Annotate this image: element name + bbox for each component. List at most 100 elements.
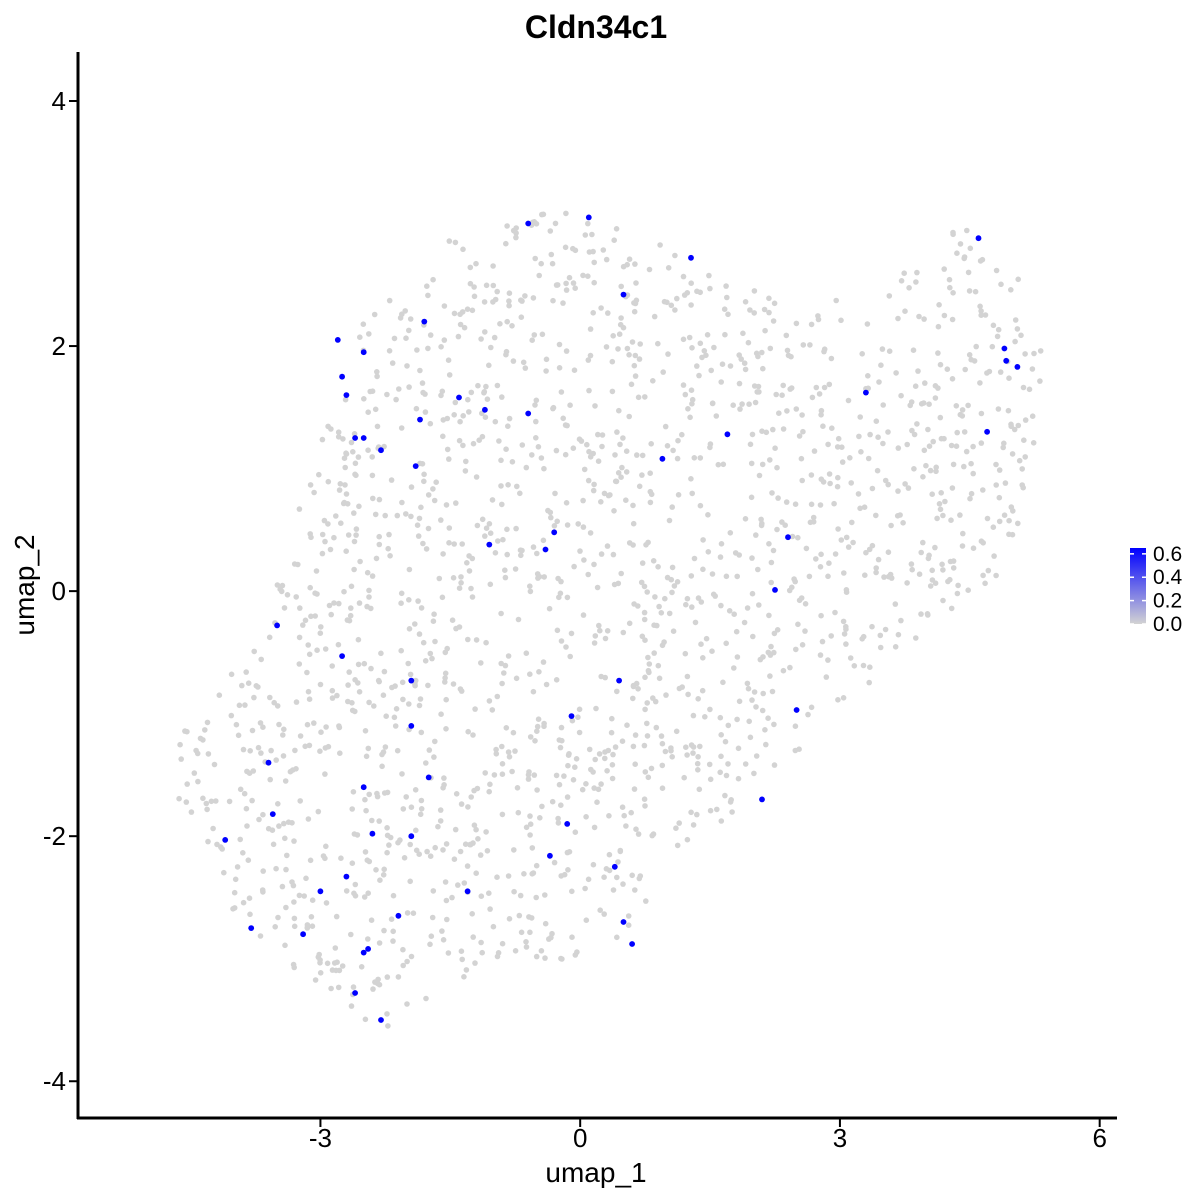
cell-point xyxy=(630,502,636,509)
cell-point xyxy=(1019,466,1025,472)
cell-point xyxy=(325,478,332,485)
cell-point xyxy=(694,760,701,767)
cell-point xyxy=(800,428,806,435)
cell-point xyxy=(341,455,348,462)
cell-point xyxy=(351,890,357,897)
cell-point xyxy=(641,616,648,623)
cell-point xyxy=(621,812,627,819)
expressing-points xyxy=(222,214,1021,1023)
cell-point xyxy=(784,408,790,414)
cell-point xyxy=(337,750,343,756)
cell-point xyxy=(474,785,481,792)
cell-point xyxy=(995,326,1002,333)
cell-point xyxy=(645,774,652,781)
cell-point xyxy=(414,347,420,353)
cell-point xyxy=(638,579,645,586)
cell-point xyxy=(362,796,368,803)
cell-point xyxy=(748,494,755,501)
cell-point xyxy=(802,601,809,607)
cell-point xyxy=(673,825,679,831)
cell-point xyxy=(257,933,264,939)
cell-point xyxy=(418,797,425,804)
cell-point xyxy=(353,532,359,538)
cell-point xyxy=(452,399,459,406)
cell-point xyxy=(585,357,592,363)
cell-point xyxy=(926,552,932,559)
cell-point xyxy=(452,826,459,833)
cell-point xyxy=(1022,454,1028,460)
cell-point xyxy=(959,413,966,419)
cell-point xyxy=(267,776,274,783)
cell-point xyxy=(650,378,656,384)
cell-point xyxy=(647,470,653,477)
cell-point xyxy=(912,383,919,390)
cell-point xyxy=(344,501,351,507)
cell-point xyxy=(609,715,615,722)
cell-point xyxy=(579,786,586,793)
cell-point xyxy=(722,792,728,799)
cell-point xyxy=(433,479,440,486)
cell-point xyxy=(416,515,423,522)
cell-point xyxy=(483,829,489,835)
cell-point xyxy=(610,887,617,893)
cell-point xyxy=(276,721,282,728)
cell-point xyxy=(738,356,744,362)
cell-point xyxy=(904,580,910,586)
cell-point xyxy=(656,675,663,682)
cell-point xyxy=(473,260,479,267)
cell-point xyxy=(406,327,412,334)
cell-point xyxy=(753,532,759,538)
cell-point xyxy=(717,554,724,560)
cell-point xyxy=(980,572,986,579)
cell-point xyxy=(750,633,756,640)
cell-point xyxy=(674,455,681,462)
cell-point xyxy=(234,864,241,870)
cell-point xyxy=(940,597,946,604)
cell-point xyxy=(596,751,603,757)
cell-point xyxy=(757,656,764,663)
cell-point xyxy=(733,628,740,635)
cell-point xyxy=(505,749,512,755)
cell-point xyxy=(551,859,558,866)
cell-point xyxy=(503,240,509,247)
cell-point xyxy=(354,832,361,838)
cell-point xyxy=(540,537,547,544)
cell-point xyxy=(518,297,524,304)
cell-point xyxy=(312,590,318,596)
cell-point xyxy=(908,561,915,567)
expressing-cell-point xyxy=(1014,364,1021,370)
cell-point xyxy=(1009,451,1016,457)
cell-point xyxy=(832,551,839,557)
expressing-cell-point xyxy=(611,863,618,870)
cell-point xyxy=(990,524,997,530)
cell-point xyxy=(376,818,383,824)
cell-point xyxy=(626,540,633,546)
cell-point xyxy=(639,452,646,459)
cell-point xyxy=(486,362,492,369)
cell-point xyxy=(753,704,759,710)
cell-point xyxy=(594,799,600,805)
cell-point xyxy=(948,605,955,612)
cell-point xyxy=(817,564,824,570)
cell-point xyxy=(839,444,845,451)
cell-point xyxy=(586,448,592,455)
cell-point xyxy=(570,245,576,252)
cell-point xyxy=(707,807,714,814)
cell-point xyxy=(576,729,583,736)
cell-point xyxy=(346,669,353,675)
cell-point xyxy=(534,723,541,730)
cell-point xyxy=(453,500,459,506)
cell-point xyxy=(623,469,630,475)
expressing-cell-point xyxy=(408,677,415,684)
cell-point xyxy=(439,928,445,934)
cell-point xyxy=(762,327,768,334)
cell-point xyxy=(591,279,597,286)
expressing-cell-point xyxy=(222,837,229,843)
cell-point xyxy=(430,618,437,624)
cell-point xyxy=(589,231,595,238)
cell-point xyxy=(431,754,437,760)
cell-point xyxy=(637,341,643,347)
cell-point xyxy=(291,838,297,844)
cell-point xyxy=(1020,384,1027,391)
cell-point xyxy=(932,383,939,389)
